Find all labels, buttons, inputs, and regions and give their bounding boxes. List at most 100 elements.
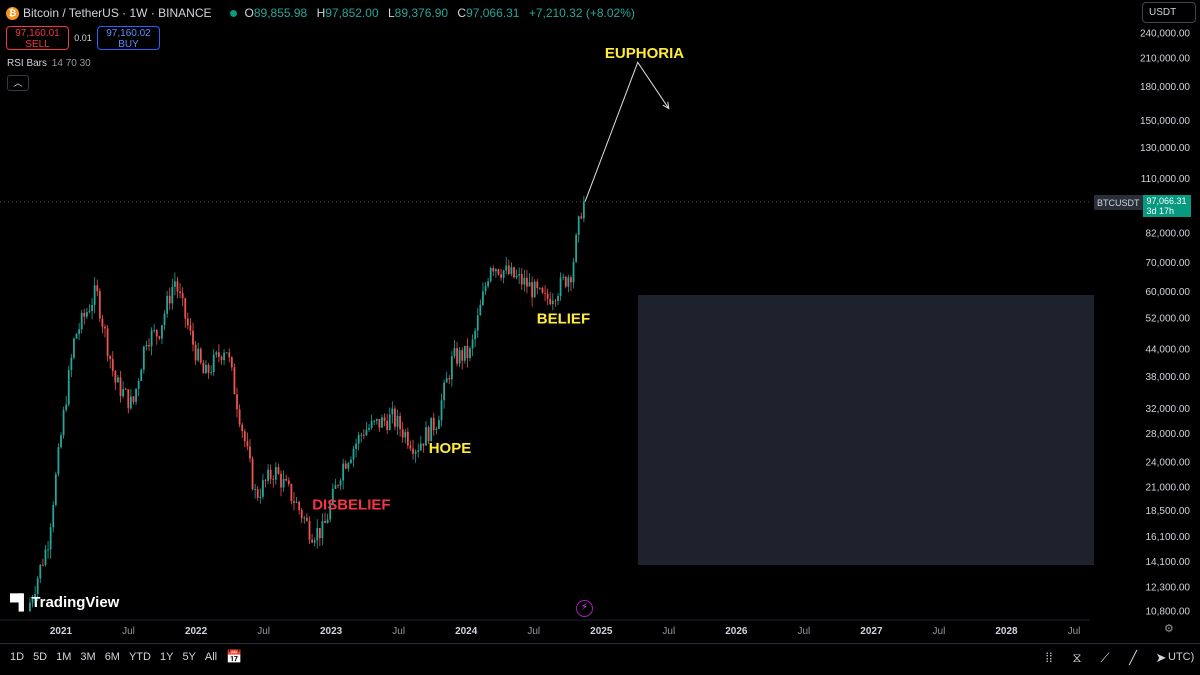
gear-icon[interactable]: ⚙ — [1164, 623, 1174, 635]
replay-icon[interactable]: ⧖ — [1072, 650, 1082, 665]
candle-body — [311, 539, 313, 543]
buy-price: 97,160.02 — [106, 28, 151, 39]
range-button-5y[interactable]: 5Y — [182, 651, 196, 663]
candle-body — [49, 527, 52, 550]
candle-body — [417, 450, 420, 452]
candle-body — [290, 483, 293, 502]
candle-body — [150, 330, 153, 347]
candle-body — [502, 270, 505, 278]
candle-body — [65, 404, 68, 410]
candle-body — [300, 510, 303, 519]
candle-body — [262, 480, 264, 497]
ohlc-change: +7,210.32 (+8.02%) — [528, 6, 635, 20]
candle-body — [29, 602, 31, 611]
tradingview-logo[interactable]: ▀▌ TradingView — [10, 594, 119, 611]
indicator-legend[interactable]: RSI Bars 14 70 30 — [7, 58, 91, 69]
candle-body — [192, 330, 194, 345]
trend-line-icon[interactable]: ⟋ — [1100, 650, 1110, 665]
annotation-hope[interactable]: HOPE — [429, 440, 472, 457]
candle-body — [85, 312, 88, 317]
candle-body — [220, 356, 223, 361]
candle-body — [145, 345, 148, 347]
candle-body — [246, 441, 249, 447]
candle-body — [106, 328, 109, 356]
candle-body — [427, 427, 430, 442]
candle-body — [567, 277, 570, 287]
y-tick-label: 32,000.00 — [1146, 404, 1191, 415]
sell-label: SELL — [25, 39, 50, 50]
annotation-belief[interactable]: BELIEF — [537, 311, 590, 328]
candle-body — [373, 420, 376, 422]
y-tick-label: 44,000.00 — [1146, 345, 1191, 356]
candle-body — [383, 417, 386, 421]
candle-body — [140, 369, 143, 381]
candle-body — [533, 281, 536, 298]
candle-body — [492, 268, 495, 272]
candle-body — [254, 489, 257, 491]
calendar-icon[interactable]: 📅 — [226, 649, 243, 664]
candle-body — [184, 298, 187, 319]
candle-body — [80, 312, 83, 330]
range-button-all[interactable]: All — [204, 651, 218, 663]
candle-body — [337, 485, 339, 487]
candle-body — [233, 367, 236, 395]
range-button-1y[interactable]: 1Y — [159, 651, 174, 663]
candle-body — [210, 372, 213, 373]
spread-value: 0.01 — [74, 33, 92, 43]
candle-body — [489, 268, 492, 282]
annotation-disbelief[interactable]: DISBELIEF — [312, 497, 390, 514]
timezone-label[interactable]: UTC) — [1168, 651, 1195, 663]
line-tool-icon[interactable]: ╱ — [1129, 650, 1137, 665]
range-button-5d[interactable]: 5D — [33, 651, 48, 663]
candle-body — [500, 274, 502, 278]
candle-body — [158, 336, 161, 339]
y-tick-label: 210,000.00 — [1140, 53, 1190, 64]
candle-body — [155, 329, 158, 337]
sell-button[interactable]: 97,160.01 SELL — [6, 26, 69, 50]
candle-body — [474, 330, 477, 340]
range-button-1m[interactable]: 1M — [56, 651, 72, 663]
candle-body — [280, 473, 282, 488]
cursor-icon[interactable]: ➤ — [1155, 650, 1167, 665]
candle-body — [34, 594, 37, 600]
indicator-params: 14 70 30 — [51, 58, 91, 69]
lightning-icon[interactable]: ⚡ — [576, 600, 593, 617]
candle-body — [277, 467, 280, 474]
candle-body — [557, 296, 559, 302]
candle-body — [409, 445, 412, 449]
x-tick-label: Jul — [933, 626, 946, 637]
candle-body — [515, 275, 518, 278]
candle-body — [355, 443, 357, 449]
collapse-indicators-button[interactable]: ︿ — [7, 75, 29, 91]
buy-button[interactable]: 97,160.02 BUY — [97, 26, 160, 50]
candle-body — [559, 277, 562, 297]
candle-body — [197, 348, 200, 361]
range-button-ytd[interactable]: YTD — [128, 651, 151, 663]
candle-body — [57, 447, 60, 475]
bars-pattern-icon[interactable]: ⁞⁞ — [1045, 650, 1053, 665]
range-button-3m[interactable]: 3M — [80, 651, 96, 663]
x-tick-label: 2028 — [995, 626, 1018, 637]
x-tick-label: 2027 — [860, 626, 883, 637]
candle-body — [132, 396, 135, 402]
candle-body — [124, 389, 127, 391]
candle-body — [207, 364, 210, 373]
candle-body — [202, 362, 205, 374]
range-button-1d[interactable]: 1D — [10, 651, 25, 663]
candle-body — [179, 291, 181, 294]
candle-body — [368, 427, 370, 430]
candle-body — [570, 277, 572, 283]
y-tick-label: 12,300.00 — [1146, 582, 1191, 593]
candle-body — [295, 501, 298, 503]
candle-body — [513, 267, 515, 278]
candle-body — [96, 285, 99, 292]
range-button-6m[interactable]: 6M — [104, 651, 120, 663]
candle-body — [101, 318, 104, 327]
x-tick-label: 2022 — [185, 626, 208, 637]
candle-body — [104, 326, 106, 329]
currency-selector[interactable]: USDT — [1142, 2, 1196, 23]
candle-body — [510, 267, 513, 274]
annotation-euphoria[interactable]: EUPHORIA — [605, 45, 684, 62]
symbol-title[interactable]: Bitcoin / TetherUS · 1W · BINANCE — [23, 6, 212, 20]
candle-body — [318, 527, 321, 539]
